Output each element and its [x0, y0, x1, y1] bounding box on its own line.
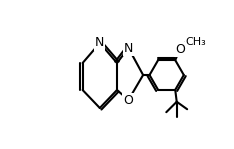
Text: N: N	[124, 42, 133, 55]
Text: N: N	[95, 37, 105, 49]
Text: CH₃: CH₃	[186, 37, 206, 47]
Text: O: O	[175, 43, 185, 56]
Text: O: O	[123, 94, 133, 107]
